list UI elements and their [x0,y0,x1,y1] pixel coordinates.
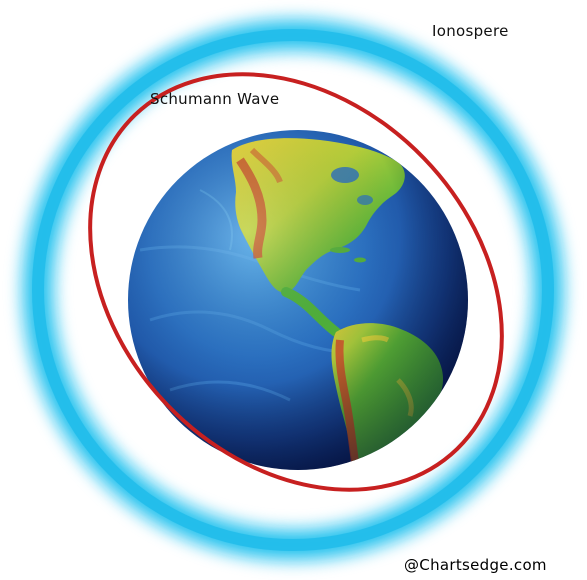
ionosphere-ring [16,13,570,567]
earth-globe-icon [128,130,468,470]
credit-watermark: @Chartsedge.com [404,556,547,574]
schumann-wave-path [88,72,504,492]
schumann-wave-label: Schumann Wave [150,90,280,108]
ionosphere-label: Ionospere [432,22,509,40]
